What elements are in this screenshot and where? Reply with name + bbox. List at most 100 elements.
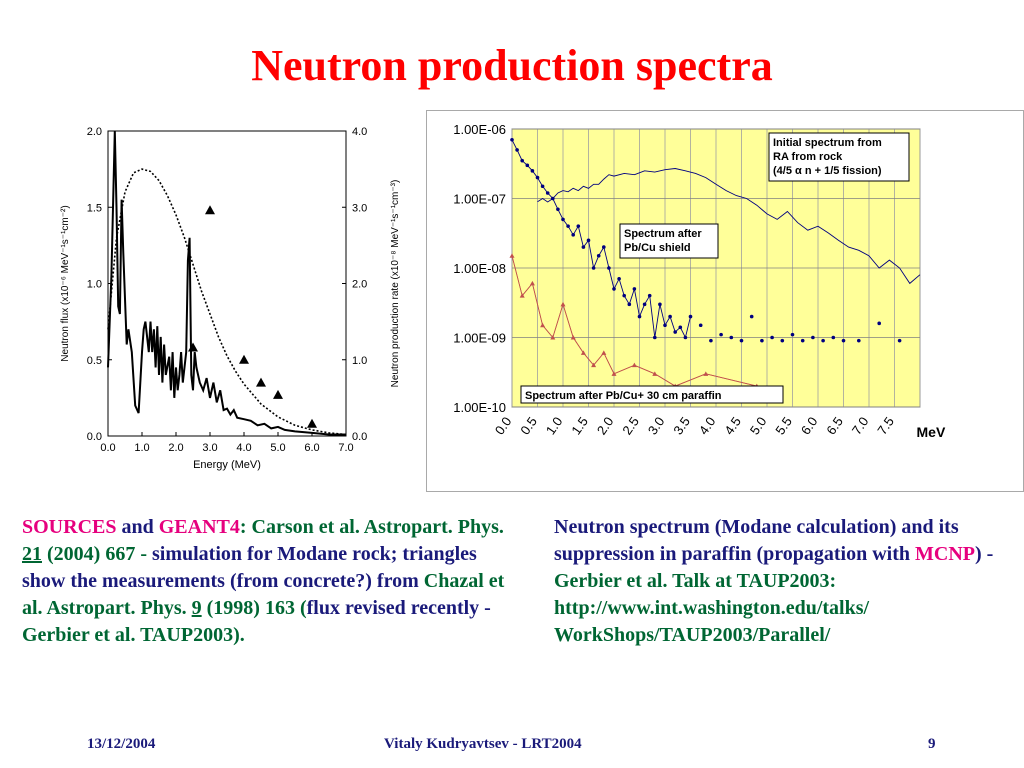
right-chart-data-point: [535, 175, 540, 180]
right-chart-xlabel: MeV: [917, 424, 946, 440]
right-chart-x-tick-label: 4.5: [721, 414, 744, 437]
right-chart-data-point: [663, 323, 667, 328]
right-chart-data-point: [821, 338, 825, 343]
left-chart-x-tick-label: 6.0: [304, 442, 319, 454]
caption-left-flux: flux revised recently -: [306, 597, 491, 619]
right-chart-data-point: [770, 335, 774, 340]
left-chart-y-tick-label: 1.5: [87, 202, 102, 214]
mcnp-label: MCNP: [915, 543, 975, 565]
right-chart-x-tick-label: 1.0: [543, 414, 566, 437]
caption-right-text2: ) -: [975, 543, 994, 565]
right-chart-data-point: [811, 335, 815, 340]
right-chart-data-point: [739, 338, 744, 343]
right-chart-data-point: [602, 245, 606, 249]
right-chart-data-point: [841, 338, 846, 343]
right-chart-data-point: [647, 293, 652, 298]
right-chart-data-point: [749, 314, 754, 319]
right-chart-data-point: [627, 302, 632, 307]
right-chart-data-point: [719, 332, 723, 337]
right-chart-data-point: [581, 245, 586, 249]
right-chart-annotation-box: [619, 223, 719, 259]
right-chart-triangle-point: [509, 253, 515, 258]
right-chart-data-point: [642, 302, 647, 307]
right-chart-triangle-point: [519, 293, 525, 298]
right-chart-series-line: [537, 168, 921, 285]
right-chart-data-point: [683, 335, 688, 340]
left-chart-y-tick-label: 2.0: [87, 126, 102, 138]
left-chart-y-tick-label: 1.0: [87, 279, 102, 291]
right-chart-x-tick-label: 3.0: [645, 414, 668, 437]
right-chart-annotation-box: [520, 385, 784, 404]
caption-left-vol2: 9: [191, 597, 202, 619]
right-chart-y-tick-label: 1.00E-06: [453, 122, 506, 137]
right-chart-annotation-text: Spectrum after: [624, 228, 702, 240]
right-chart-data-point: [698, 323, 703, 328]
right-chart-data-point: [556, 207, 560, 212]
right-chart-data-point: [617, 276, 621, 281]
right-chart-data-point: [586, 238, 591, 243]
right-chart-data-point: [622, 293, 626, 298]
right-chart-frame: 1.00E-06 1.00E-07 1.00E-08 1.00E-09 1.00E-10…: [426, 110, 1024, 492]
right-chart-data-point: [790, 332, 795, 337]
right-chart-data-point: [510, 137, 514, 142]
right-chart-data-point: [673, 330, 677, 334]
left-chart-triangle-point: [205, 205, 215, 215]
right-chart-x-tick-label: 5.5: [772, 414, 795, 437]
right-chart-triangle-point: [601, 350, 607, 355]
right-chart-data-point: [800, 338, 805, 343]
right-chart-x-tick-label: 1.5: [568, 414, 591, 437]
right-chart-x-tick-label: 6.0: [798, 414, 821, 437]
left-chart-x-tick-label: 2.0: [168, 442, 183, 454]
left-chart-x-tick-label: 5.0: [270, 442, 285, 454]
right-chart-triangle-point: [703, 371, 709, 376]
right-chart-data-point: [545, 191, 550, 195]
right-chart-data-point: [612, 287, 616, 291]
right-chart-triangle-point: [560, 301, 566, 307]
right-chart-data-point: [877, 321, 881, 326]
right-chart-data-point: [540, 184, 545, 189]
footer-page-number: 9: [928, 736, 936, 752]
right-chart-data-point: [520, 158, 524, 163]
right-chart-data-point: [729, 335, 734, 340]
footer-date: 13/12/2004: [87, 736, 156, 752]
left-chart-triangle-point: [188, 342, 198, 352]
right-chart-annotation-box: [768, 132, 910, 182]
right-chart-triangle-point: [550, 335, 556, 340]
right-chart-triangle-point: [652, 371, 658, 376]
caption-left: SOURCES and GEANT4: Carson et al. Astrop…: [22, 514, 522, 649]
right-chart-data-point: [632, 287, 637, 291]
caption-right: Neutron spectrum (Modane calculation) an…: [554, 514, 1024, 649]
left-chart-production-rate-line: [107, 168, 347, 436]
right-chart-triangle-point: [570, 335, 576, 340]
left-chart-ylabel-left: Neutron flux (x10⁻⁶ MeV⁻¹s⁻¹cm⁻²): [60, 205, 71, 361]
right-chart-data-point: [566, 224, 570, 228]
left-chart-y-tick-label: 0.5: [87, 355, 102, 367]
caption-left-and: and: [116, 516, 159, 538]
caption-left-text5: Gerbier et al. TAUP2003).: [22, 624, 245, 646]
left-chart-x-tick-label: 0.0: [100, 442, 115, 454]
right-chart-x-tick-label: 6.5: [823, 414, 846, 437]
right-chart-triangle-point: [580, 350, 586, 355]
right-chart-x-tick-label: 0.5: [517, 414, 540, 437]
right-chart-data-point: [607, 266, 611, 270]
left-chart-triangle-point: [273, 389, 283, 399]
right-chart-x-tick-label: 3.5: [670, 414, 693, 437]
right-chart-data-point: [596, 253, 601, 258]
right-chart-x-tick-label: 2.5: [619, 414, 642, 437]
footer-author: Vitaly Kudryavtsev - LRT2004: [384, 736, 582, 752]
right-chart-y-tick-label: 1.00E-08: [453, 261, 506, 276]
caption-left-text1: : Carson et al. Astropart. Phys.: [239, 516, 504, 538]
geant4-label: GEANT4: [158, 516, 240, 538]
right-chart-data-point: [780, 338, 785, 343]
caption-left-text2: (2004) 667 -: [42, 543, 152, 565]
right-chart-data-point: [678, 325, 683, 330]
caption-left-simulation: simulation for Modane rock; triangles sh…: [22, 543, 477, 592]
caption-right-text1: Neutron spectrum (Modane calculation) an…: [554, 516, 959, 565]
right-chart-data-point: [760, 338, 764, 343]
right-chart-triangle-point: [611, 371, 617, 376]
right-chart-data-point: [530, 169, 535, 173]
right-chart-triangle-point: [591, 362, 597, 368]
right-chart-data-point: [668, 314, 672, 319]
left-chart-y2-tick-label: 4.0: [352, 126, 367, 138]
left-chart-triangle-point: [239, 354, 249, 364]
